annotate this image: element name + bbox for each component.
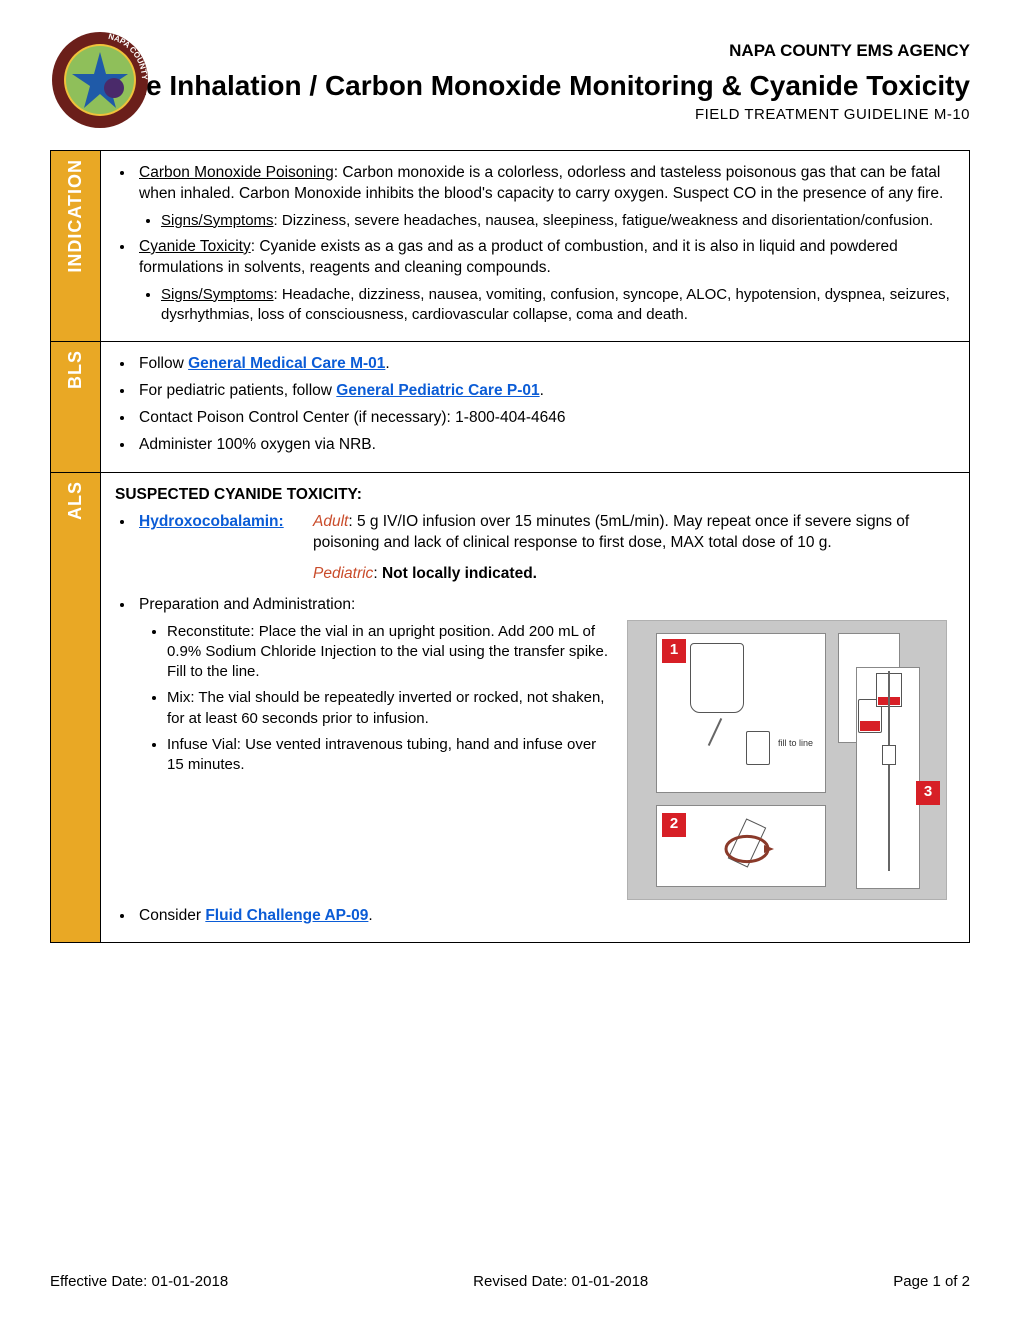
bls-item-3: Contact Poison Control Center (if necess… bbox=[135, 408, 955, 429]
co-poisoning-item: Carbon Monoxide Poisoning: Carbon monoxi… bbox=[135, 163, 955, 205]
bls-item-2: For pediatric patients, follow General P… bbox=[135, 381, 955, 402]
general-medical-care-link[interactable]: General Medical Care M-01 bbox=[188, 355, 385, 372]
bls2-suffix: . bbox=[540, 382, 544, 399]
preparation-diagram: fill to line 1 2 3 bbox=[627, 620, 947, 900]
revised-date: Revised Date: 01-01-2018 bbox=[473, 1272, 648, 1292]
indication-content: Carbon Monoxide Poisoning: Carbon monoxi… bbox=[101, 150, 970, 341]
page-number: Page 1 of 2 bbox=[893, 1272, 970, 1292]
prep-step-3: Infuse Vial: Use vented intravenous tubi… bbox=[167, 735, 609, 776]
general-pediatric-care-link[interactable]: General Pediatric Care P-01 bbox=[336, 382, 539, 399]
cy-toxicity-item: Cyanide Toxicity: Cyanide exists as a ga… bbox=[135, 237, 955, 279]
hydroxo-row: Hydroxocobalamin: Adult: 5 g IV/IO infus… bbox=[135, 512, 955, 585]
prep-step-1: Reconstitute: Place the vial in an uprig… bbox=[167, 622, 609, 683]
adult-dose-block: Adult: 5 g IV/IO infusion over 15 minute… bbox=[313, 512, 955, 585]
ped-prefix: : bbox=[373, 565, 382, 582]
co-signs-item: Signs/Symptoms: Dizziness, severe headac… bbox=[161, 211, 955, 231]
step-badge-1: 1 bbox=[662, 639, 686, 663]
tubing-line-icon bbox=[888, 671, 890, 871]
vial-icon-1 bbox=[746, 731, 770, 765]
ped-dose-block: Pediatric: Not locally indicated. bbox=[313, 564, 955, 585]
guideline-code: FIELD TREATMENT GUIDELINE M-10 bbox=[50, 105, 970, 125]
fluid-challenge-link[interactable]: Fluid Challenge AP-09 bbox=[205, 907, 368, 924]
indication-label: INDICATION bbox=[63, 151, 87, 281]
als-content: SUSPECTED CYANIDE TOXICITY: Hydroxocobal… bbox=[101, 472, 970, 943]
als-sidebar: ALS bbox=[51, 472, 101, 943]
bls1-prefix: Follow bbox=[139, 355, 188, 372]
cy-signs-item: Signs/Symptoms: Headache, dizziness, nau… bbox=[161, 285, 955, 326]
consider-item: Consider Fluid Challenge AP-09. bbox=[135, 906, 955, 927]
cy-ss-text: : Headache, dizziness, nausea, vomiting,… bbox=[161, 286, 950, 323]
hydroxocobalamin-link[interactable]: Hydroxocobalamin: bbox=[139, 513, 284, 530]
page-footer: Effective Date: 01-01-2018 Revised Date:… bbox=[50, 1272, 970, 1292]
cy-title: Cyanide Toxicity bbox=[139, 238, 251, 255]
adult-label: Adult bbox=[313, 513, 348, 530]
page-header: NAPA COUNTY NAPA COUNTY EMS AGENCY Smoke… bbox=[50, 40, 970, 125]
indication-sidebar: INDICATION bbox=[51, 150, 101, 341]
prep-title: Preparation and Administration: bbox=[139, 596, 355, 613]
bls2-prefix: For pediatric patients, follow bbox=[139, 382, 336, 399]
mix-arrow-icon bbox=[718, 827, 776, 871]
ped-bold: Not locally indicated. bbox=[382, 565, 537, 582]
step-badge-2: 2 bbox=[662, 813, 686, 837]
als-label: ALS bbox=[63, 473, 87, 528]
als-heading: SUSPECTED CYANIDE TOXICITY: bbox=[115, 485, 955, 506]
bls-sidebar: BLS bbox=[51, 342, 101, 473]
prep-step-2: Mix: The vial should be repeatedly inver… bbox=[167, 688, 609, 729]
step-badge-3: 3 bbox=[916, 781, 940, 805]
ped-label: Pediatric bbox=[313, 565, 373, 582]
adult-dose: : 5 g IV/IO infusion over 15 minutes (5m… bbox=[313, 513, 909, 551]
consider-suffix: . bbox=[368, 907, 372, 924]
effective-date: Effective Date: 01-01-2018 bbox=[50, 1272, 228, 1292]
co-ss-text: : Dizziness, severe headaches, nausea, s… bbox=[274, 212, 934, 229]
bls-content: Follow General Medical Care M-01. For pe… bbox=[101, 342, 970, 473]
page-title: Smoke Inhalation / Carbon Monoxide Monit… bbox=[50, 69, 970, 103]
cy-ss-label: Signs/Symptoms bbox=[161, 286, 274, 303]
iv-bag-icon bbox=[690, 643, 744, 713]
prep-admin-item: Preparation and Administration: Reconsti… bbox=[135, 595, 955, 900]
agency-seal-icon: NAPA COUNTY bbox=[50, 30, 150, 130]
bls-item-4: Administer 100% oxygen via NRB. bbox=[135, 435, 955, 456]
bls-label: BLS bbox=[63, 342, 87, 397]
co-title: Carbon Monoxide Poisoning bbox=[139, 164, 334, 181]
co-ss-label: Signs/Symptoms bbox=[161, 212, 274, 229]
fill-note: fill to line bbox=[778, 739, 813, 748]
guideline-table: INDICATION Carbon Monoxide Poisoning: Ca… bbox=[50, 150, 970, 944]
bls-item-1: Follow General Medical Care M-01. bbox=[135, 354, 955, 375]
cy-text: : Cyanide exists as a gas and as a produ… bbox=[139, 238, 898, 276]
consider-prefix: Consider bbox=[139, 907, 205, 924]
bls1-suffix: . bbox=[385, 355, 389, 372]
agency-name: NAPA COUNTY EMS AGENCY bbox=[50, 40, 970, 63]
tubing-chamber-icon bbox=[882, 745, 896, 765]
